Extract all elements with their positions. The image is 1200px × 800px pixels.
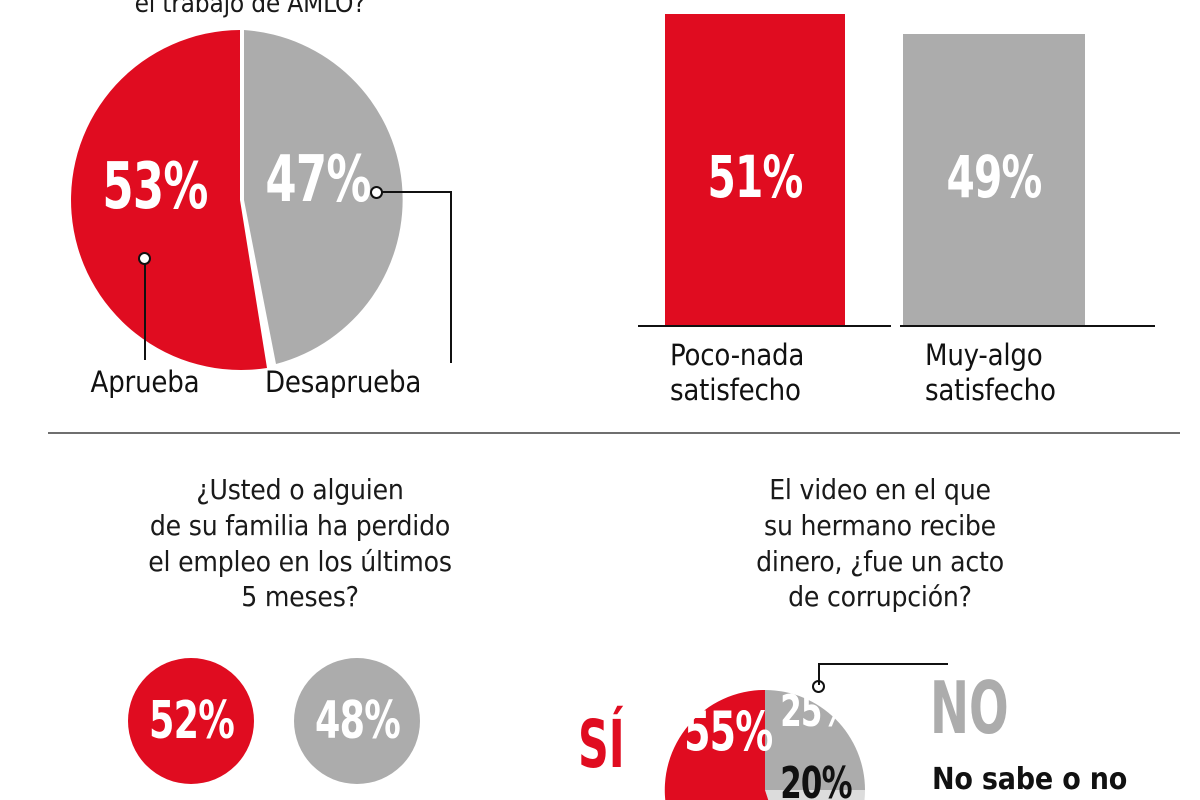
bar-value-poco-nada: 51%	[707, 143, 803, 211]
pie-slice-nosabe	[765, 790, 865, 800]
corruption-value-si: 55%	[684, 700, 773, 763]
corruption-question: El video en el que su hermano recibe din…	[756, 473, 1004, 614]
bar-muy-algo	[903, 34, 1085, 325]
section-divider	[48, 432, 1180, 434]
employment-value-yes: 52%	[148, 691, 234, 751]
approval-title: el trabajo de AMLO?	[134, 0, 366, 19]
leader-line-aprueba	[144, 262, 146, 360]
corruption-value-nosabe: 20%	[780, 758, 852, 800]
bar-poco-nada	[665, 14, 845, 325]
leader-line-desaprueba-horizontal	[382, 191, 452, 193]
approval-label-aprueba: Aprueba	[90, 365, 200, 399]
leader-line-no-horizontal	[818, 663, 948, 665]
corruption-label-no: NO	[930, 666, 1009, 750]
pie-slice-aprueba	[71, 30, 267, 370]
pie-slice-no	[765, 690, 865, 790]
approval-pie-chart	[71, 30, 403, 370]
bar-label-muy-algo: Muy-algo satisfecho	[925, 338, 1056, 408]
employment-question: ¿Usted o alguien de su familia ha perdid…	[148, 473, 452, 614]
bar-axis-left	[638, 325, 891, 327]
approval-label-desaprueba: Desaprueba	[265, 365, 422, 399]
employment-value-no: 48%	[314, 691, 400, 751]
corruption-label-si: SÍ	[578, 706, 625, 783]
approval-value-aprueba: 53%	[102, 150, 208, 224]
corruption-label-nosabe: No sabe o no	[932, 762, 1128, 797]
employment-circle-yes: 52%	[128, 658, 254, 784]
pie-slice-si	[664, 689, 769, 800]
leader-dot-aprueba	[138, 252, 151, 265]
corruption-value-no: 25%	[780, 686, 852, 737]
approval-value-desaprueba: 47%	[265, 143, 371, 217]
bar-label-poco-nada: Poco-nada satisfecho	[670, 338, 805, 408]
bar-axis-right	[900, 325, 1155, 327]
pie-slice-desaprueba	[244, 30, 403, 364]
employment-circle-no: 48%	[294, 658, 420, 784]
leader-line-desaprueba-vertical	[450, 191, 452, 363]
leader-line-no-vertical	[818, 663, 820, 685]
corruption-pie-chart	[664, 689, 865, 800]
bar-value-muy-algo: 49%	[946, 143, 1042, 211]
